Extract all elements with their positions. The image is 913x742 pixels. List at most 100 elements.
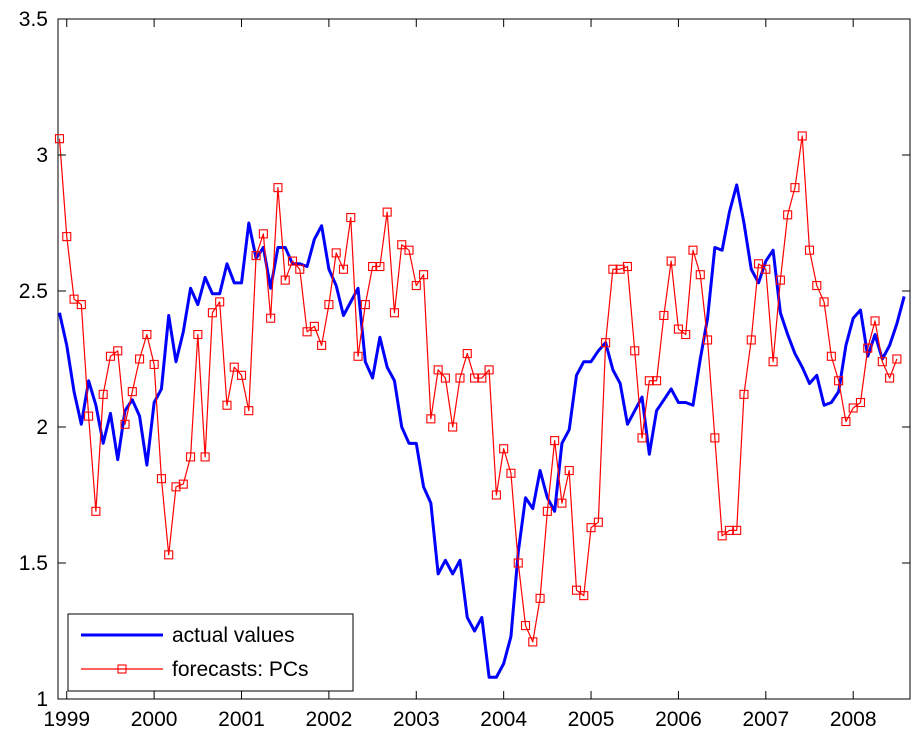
data-point-marker <box>149 359 159 369</box>
data-point-marker <box>98 389 108 399</box>
series-actual-values <box>58 183 906 679</box>
data-point-marker <box>91 506 101 516</box>
ticks-layer: 1999 2000 2001 2002 2003 2004 2005 2006 2007 2008… <box>19 8 910 731</box>
data-point-marker <box>54 134 65 144</box>
data-point-marker <box>826 351 836 361</box>
data-point-marker <box>819 297 829 307</box>
x-tick-label: 2006 <box>655 708 702 731</box>
y-tick-label: 3.5 <box>19 8 48 31</box>
data-point-marker <box>236 370 247 380</box>
data-point-marker <box>135 354 145 364</box>
y-tick-label: 2 <box>36 416 48 439</box>
data-point-marker <box>76 300 86 310</box>
data-point-marker <box>542 506 552 516</box>
data-point-marker <box>215 297 225 307</box>
x-tick-label: 2004 <box>480 708 527 731</box>
data-point-marker <box>513 558 523 568</box>
x-tick-label: 2003 <box>393 708 440 731</box>
data-point-marker <box>229 362 239 372</box>
data-point-marker <box>142 329 152 340</box>
data-point-marker <box>113 346 123 356</box>
data-point-marker <box>120 419 130 429</box>
series-line <box>58 183 906 679</box>
data-point-marker <box>477 373 487 383</box>
data-point-marker <box>841 417 851 427</box>
data-point-marker <box>360 300 370 310</box>
data-point-marker <box>404 245 414 255</box>
data-point-marker <box>528 637 538 647</box>
data-point-marker <box>186 452 196 462</box>
data-point-marker <box>695 270 705 280</box>
x-tick-label: 2000 <box>131 708 178 731</box>
data-point-marker <box>338 264 349 274</box>
data-point-marker <box>200 452 210 462</box>
data-point-marker <box>222 400 232 410</box>
data-point-marker <box>732 525 742 535</box>
data-point-marker <box>877 357 887 367</box>
data-point-marker <box>317 340 327 350</box>
legend-box <box>67 613 354 692</box>
y-tick-label: 1 <box>36 688 48 711</box>
data-point-marker <box>753 259 764 269</box>
data-point-marker <box>848 403 858 413</box>
data-point-marker <box>564 465 574 476</box>
data-point-marker <box>419 270 429 280</box>
data-point-marker <box>724 525 734 535</box>
data-point-marker <box>266 313 276 323</box>
data-point-marker <box>244 406 254 416</box>
data-point-marker <box>703 335 713 345</box>
data-point-marker <box>557 498 567 508</box>
data-point-marker <box>273 183 283 193</box>
y-tick-label: 3 <box>36 144 48 167</box>
series-forecasts-pcs <box>54 131 902 647</box>
plot-area-frame <box>57 18 911 700</box>
data-point-marker <box>178 479 188 489</box>
data-point-marker <box>193 329 203 340</box>
data-point-marker <box>608 264 618 274</box>
data-point-marker <box>630 346 640 356</box>
data-point-marker <box>717 531 727 541</box>
data-point-marker <box>637 433 647 443</box>
data-point-marker <box>622 261 633 272</box>
data-point-marker <box>593 517 603 527</box>
data-point-marker <box>885 373 895 383</box>
x-tick-label: 2002 <box>306 708 353 731</box>
data-point-marker <box>105 351 116 361</box>
data-point-marker <box>520 621 531 631</box>
data-point-marker <box>426 414 436 424</box>
data-point-marker <box>156 474 166 484</box>
data-point-marker <box>462 349 472 359</box>
data-point-marker <box>834 376 844 386</box>
data-point-marker <box>258 229 268 239</box>
data-point-marker <box>710 433 720 443</box>
data-point-marker <box>62 232 72 242</box>
series-layer <box>54 131 906 679</box>
data-point-marker <box>491 490 501 500</box>
data-point-marker <box>783 210 793 220</box>
data-point-marker <box>535 593 545 603</box>
data-point-marker <box>768 357 778 367</box>
data-point-marker <box>775 275 785 285</box>
data-point-marker <box>863 343 873 353</box>
data-point-marker <box>739 389 749 399</box>
data-point-marker <box>353 351 363 361</box>
legend-label: actual values <box>172 624 295 647</box>
data-point-marker <box>797 131 807 141</box>
data-point-marker <box>69 294 79 304</box>
data-point-marker <box>375 261 385 272</box>
legend-marker-swatch <box>117 664 127 674</box>
x-tick-label: 2008 <box>830 708 877 731</box>
data-point-marker <box>448 422 458 432</box>
data-point-marker <box>302 327 312 337</box>
data-point-marker <box>433 365 443 375</box>
data-point-marker <box>601 338 611 348</box>
data-point-marker <box>688 245 698 255</box>
y-tick-label: 2.5 <box>19 280 48 303</box>
legend: actual values forecasts: PCs <box>67 613 354 692</box>
data-point-marker <box>455 373 465 383</box>
data-point-marker <box>346 213 356 223</box>
data-point-marker <box>761 264 771 274</box>
data-point-marker <box>295 264 305 274</box>
data-point-marker <box>506 468 516 478</box>
